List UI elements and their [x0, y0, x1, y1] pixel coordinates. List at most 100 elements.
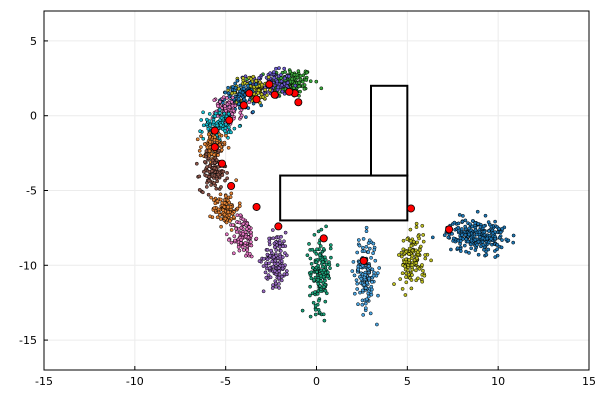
particle-point — [268, 71, 273, 75]
particle-point — [218, 192, 223, 197]
particle-point — [297, 84, 301, 89]
particle-point — [222, 201, 227, 205]
particle-point — [463, 224, 468, 229]
particle-point — [222, 129, 227, 133]
particle-point — [325, 274, 330, 279]
particle-point — [482, 229, 487, 234]
particle-point — [251, 101, 256, 106]
particle-point — [311, 300, 316, 305]
particle-point — [209, 183, 213, 187]
particle-point — [261, 257, 266, 261]
particle-point — [212, 160, 217, 165]
particle-point — [231, 251, 236, 256]
particle-point — [296, 69, 301, 73]
particle-point — [198, 129, 202, 134]
x-tick-label: 0 — [313, 375, 320, 388]
particle-point — [271, 255, 276, 259]
particle-point — [206, 132, 211, 137]
particle-point — [265, 248, 270, 252]
particle-point — [371, 251, 375, 256]
estimate-point — [210, 143, 219, 152]
particle-point — [404, 249, 409, 254]
particle-point — [254, 236, 259, 241]
particle-point — [409, 278, 414, 282]
particle-point — [272, 241, 277, 246]
particle-point — [316, 298, 321, 303]
particle-point — [271, 283, 275, 287]
particle-point — [199, 118, 204, 122]
particle-point — [237, 124, 242, 128]
particle-point — [234, 178, 239, 183]
particle-point — [328, 246, 333, 251]
particle-point — [414, 221, 419, 226]
particle-point — [473, 221, 478, 225]
particle-point — [404, 280, 409, 285]
particle-point — [239, 238, 244, 242]
particle-point — [273, 258, 278, 263]
particle-point — [242, 86, 246, 91]
particle-point — [259, 92, 264, 97]
particle-point — [234, 226, 238, 231]
particle-point — [329, 255, 333, 260]
particle-point — [247, 100, 252, 105]
particle-point — [313, 307, 318, 312]
particle-point — [279, 83, 284, 88]
particle-point — [367, 246, 372, 251]
particle-point — [226, 238, 231, 242]
particle-point — [222, 212, 227, 217]
particle-point — [201, 169, 206, 174]
particle-point — [493, 219, 497, 224]
particle-point — [297, 80, 302, 85]
particle-point — [305, 253, 310, 258]
particle-point — [230, 103, 235, 108]
particle-point — [275, 79, 279, 84]
particle-point — [229, 191, 234, 196]
x-tick-label: 10 — [491, 375, 505, 388]
particle-point — [243, 241, 248, 245]
particle-point — [256, 88, 261, 93]
particle-point — [481, 243, 486, 247]
particle-point — [223, 90, 228, 95]
particle-point — [206, 156, 211, 161]
particle-point — [477, 230, 482, 235]
particle-point — [227, 105, 232, 110]
particle-point — [207, 149, 212, 153]
particle-point — [268, 275, 273, 280]
particle-point — [201, 136, 206, 141]
particle-point — [352, 273, 357, 278]
particle-point — [463, 233, 468, 237]
particle-point — [206, 192, 211, 197]
particle-point — [298, 89, 302, 94]
estimate-markers — [210, 80, 454, 265]
y-tick-label: -15 — [19, 334, 37, 347]
particle-point — [245, 248, 250, 253]
particle-point — [277, 244, 282, 249]
particle-point — [217, 132, 222, 137]
particle-point — [369, 292, 374, 297]
particle-point — [241, 221, 246, 226]
particle-point — [476, 222, 481, 226]
particle-point — [308, 284, 312, 289]
particle-point — [251, 110, 255, 114]
estimate-point — [274, 222, 283, 231]
particle-point — [460, 219, 465, 224]
particle-point — [247, 251, 252, 256]
particle-point — [314, 79, 319, 84]
particle-point — [277, 286, 281, 290]
particle-point — [319, 86, 324, 91]
y-tick-label: 0 — [30, 110, 37, 123]
particle-point — [194, 161, 199, 166]
particle-point — [249, 233, 254, 238]
particle-point — [279, 259, 284, 263]
particle-point — [267, 239, 272, 244]
particle-point — [316, 278, 321, 282]
particle-point — [237, 248, 242, 253]
estimate-point — [227, 182, 236, 191]
particle-point — [497, 235, 502, 240]
particle-point — [213, 135, 217, 139]
particle-point — [486, 247, 491, 252]
particle-point — [230, 95, 235, 100]
particle-point — [240, 245, 245, 249]
particle-point — [216, 153, 220, 157]
particle-point — [367, 238, 372, 243]
